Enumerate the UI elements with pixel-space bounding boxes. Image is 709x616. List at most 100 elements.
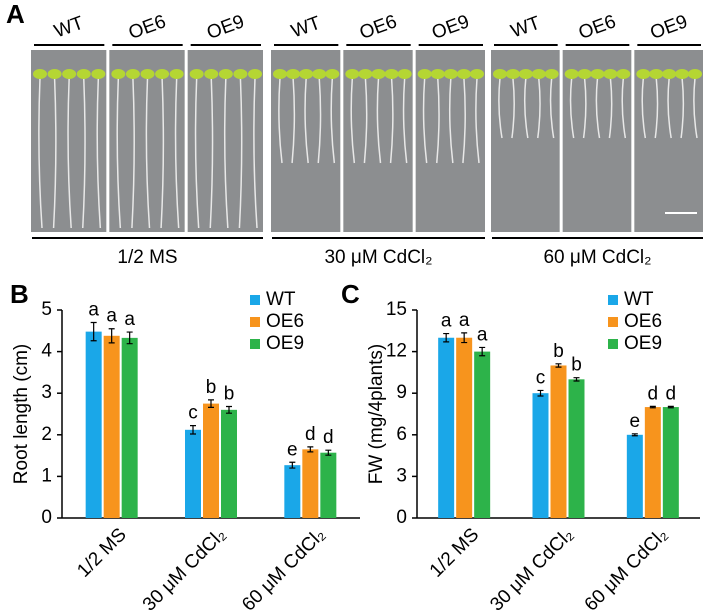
significance-letter: d [305,424,316,445]
treatment-label: 30 μM CdCl₂ [324,247,432,268]
seedling-leaf [675,69,690,79]
seedling-leaf [169,69,184,79]
significance-letter: c [188,403,198,424]
seedling-leaf [590,69,605,79]
seedling-leaf [299,69,314,79]
significance-letter: e [630,411,641,432]
seedling-leaf [358,69,373,79]
seedling-leaf [204,69,219,79]
significance-letter: a [477,324,488,345]
seedling-leaf [636,69,651,79]
seedling-root [253,77,258,229]
seedling-leaf [248,69,262,79]
bar [644,407,661,518]
error-bar [226,405,232,414]
seedling-leaf [456,69,471,79]
seedling-root [376,77,382,164]
bar [302,449,319,518]
y-tick-label: 4 [41,341,52,362]
bar [568,379,585,518]
error-bar [325,449,332,456]
seedling-root [116,77,122,229]
bar [532,393,549,518]
seedling-leaf [140,69,155,79]
seedling-leaf [662,69,677,79]
bar [185,429,201,518]
error-bar [443,332,450,343]
seedling-leaf [218,69,233,79]
significance-letter: d [666,383,677,404]
significance-letter: d [648,383,659,404]
panel-label: A [6,0,25,29]
seedling-leaf [125,69,140,79]
genotype-label: OE6 [126,11,169,44]
genotype-label: OE9 [648,11,691,44]
legend-swatch [250,339,260,349]
genotype-label: OE6 [576,11,619,44]
error-bar [631,433,638,437]
y-tick-label: 0 [396,507,407,528]
seedling-leaf [430,69,445,79]
seedling-leaf [189,69,204,79]
seedling-root [436,77,440,164]
x-tick-label: 1/2 MS [426,524,483,581]
significance-letter: a [459,310,470,331]
genotype-label: OE6 [357,11,400,44]
y-tick-label: 12 [386,341,407,362]
y-tick-label: 3 [41,382,52,403]
seedling-root [291,77,296,164]
legend-label: WT [266,289,296,310]
legend-label: OE6 [624,311,662,332]
seedling-leaf [91,69,106,79]
y-tick-label: 15 [386,299,407,320]
seedling-root [160,77,165,229]
seedling-root [330,77,336,164]
y-axis-label: Root length (cm) [11,344,32,484]
x-tick-label: 60 μM CdCl₂ [238,524,329,615]
seedling-root [462,77,466,164]
seedling-leaf [544,69,559,79]
seedling-leaf [603,69,618,79]
seedling-leaf [371,69,386,79]
seedling-root [641,77,647,139]
significance-letter: b [571,355,582,376]
seedling-leaf [518,69,533,79]
seedling-root [582,77,587,139]
seedling-root [82,77,86,229]
seedling-root [145,77,151,229]
seedling-leaf [47,69,62,79]
legend-swatch [608,295,618,305]
error-bar [108,328,115,344]
seedling-leaf [62,69,77,79]
seedling-root [194,77,200,229]
seedling-root [667,77,672,139]
significance-letter: d [323,427,334,448]
error-bar [649,405,656,409]
seedling-leaf [273,69,287,79]
bar [103,335,120,518]
error-bar [555,363,562,368]
x-tick-label: 30 μM CdCl₂ [486,524,577,615]
seedling-leaf [155,69,170,79]
seedling-root [67,77,72,229]
significance-letter: b [224,384,235,405]
seedling-root [38,77,43,229]
bar [474,351,491,518]
y-tick-label: 5 [41,299,52,320]
treatment-label: 60 μM CdCl₂ [543,247,651,268]
significance-letter: a [88,299,99,320]
genotype-label: OE9 [204,11,247,44]
error-bar [461,332,468,344]
seedling-root [498,77,503,139]
seedling-leaf [76,69,91,79]
bar [85,331,102,518]
seedling-leaf [233,69,248,79]
legend-label: OE9 [266,333,304,354]
significance-letter: c [536,367,546,388]
seedling-root [317,77,322,164]
genotype-label: WT [52,12,87,42]
legend-label: WT [624,289,654,310]
seedling-leaf [688,69,702,79]
seedling-root [304,77,309,164]
